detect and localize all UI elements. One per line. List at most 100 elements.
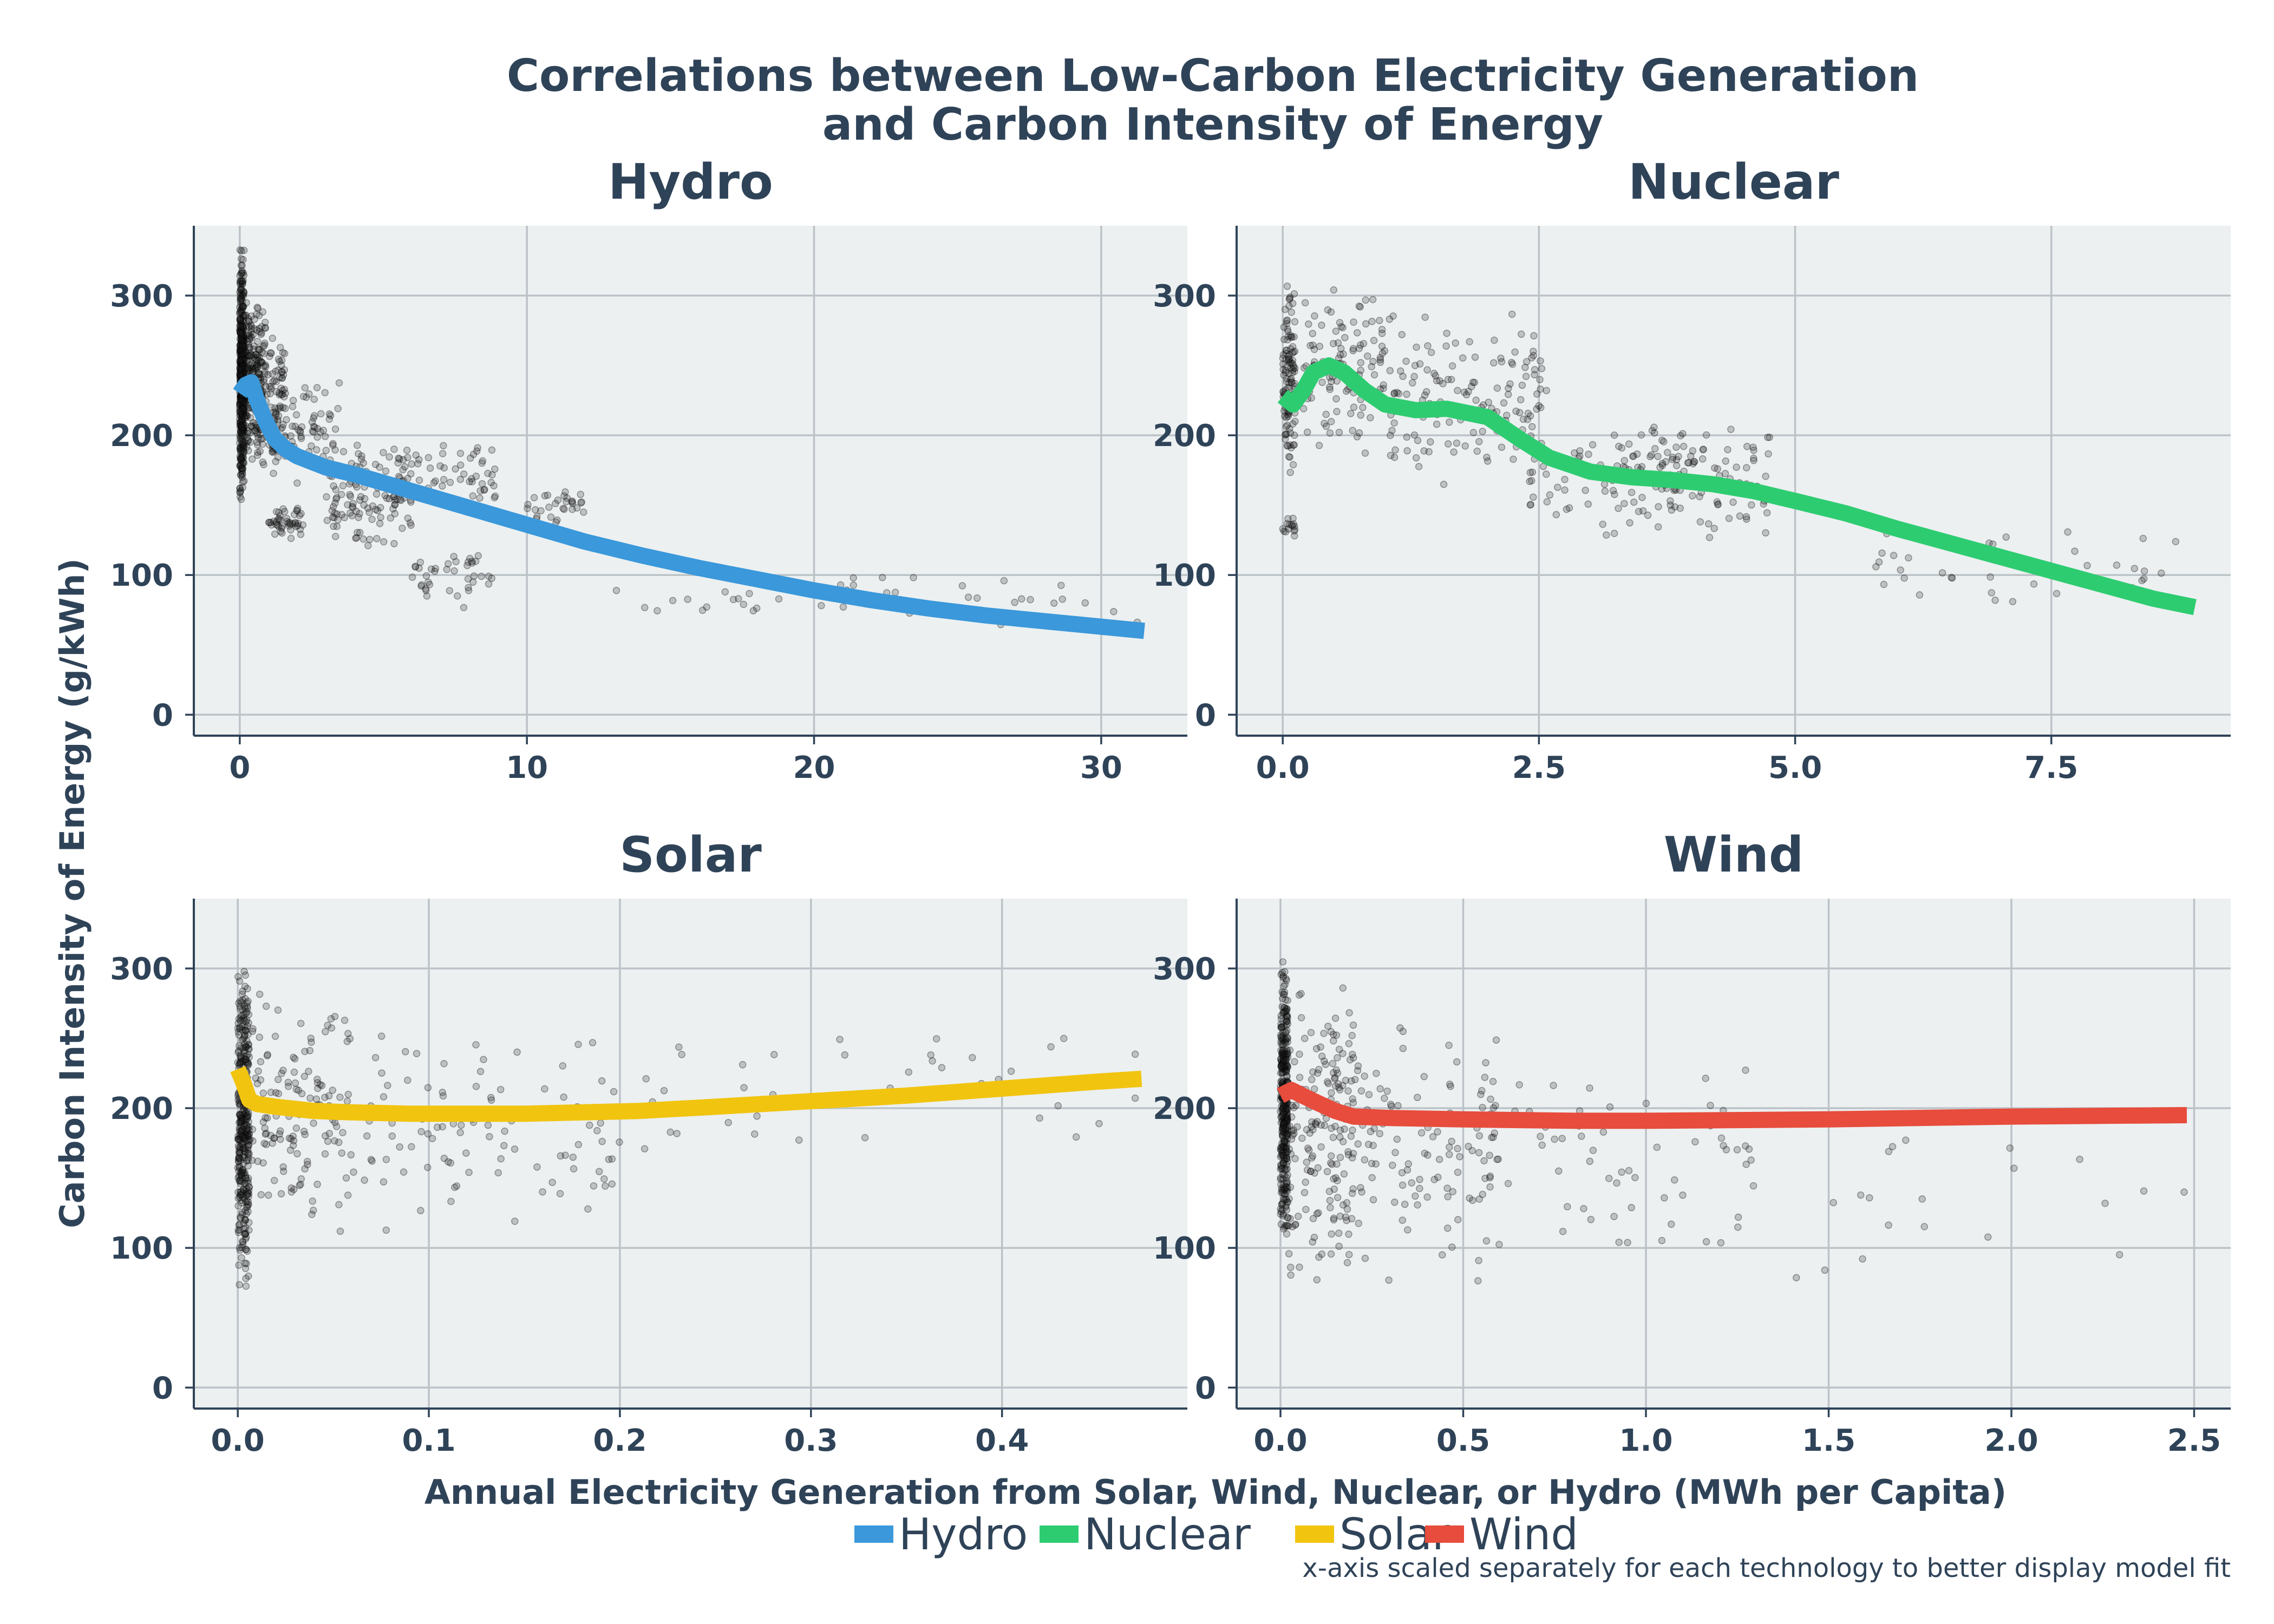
scatter-point [238, 1191, 246, 1199]
scatter-point [1335, 1084, 1343, 1091]
scatter-point [1315, 1209, 1322, 1217]
scatter-point [1282, 1029, 1290, 1036]
scatter-point [1349, 1095, 1356, 1103]
x-tick-label: 5.0 [1768, 750, 1822, 785]
y-tick-label: 300 [110, 952, 173, 987]
legend-label: Hydro [899, 1509, 1028, 1560]
scatter-point [373, 535, 381, 542]
scatter-point [1642, 1099, 1650, 1108]
scatter-point [1486, 1173, 1494, 1180]
scatter-point [1277, 1020, 1285, 1028]
scatter-point [1465, 1143, 1472, 1150]
scatter-point [554, 496, 562, 504]
scatter-point [1511, 348, 1519, 356]
scatter-point [246, 1135, 254, 1143]
scatter-point [239, 402, 246, 410]
scatter-point [236, 328, 244, 336]
scatter-point [490, 482, 498, 490]
scatter-point [237, 363, 245, 371]
scatter-point [1651, 445, 1659, 453]
scatter-point [1714, 465, 1722, 473]
scatter-point [484, 1121, 492, 1129]
scatter-point [1306, 1129, 1314, 1137]
scatter-point [244, 1162, 252, 1170]
scatter-point [470, 572, 478, 580]
scatter-point [469, 450, 478, 458]
scatter-point [336, 1227, 344, 1235]
scatter-point [238, 320, 245, 328]
scatter-point [364, 542, 372, 549]
scatter-point [240, 427, 248, 435]
scatter-point [239, 401, 246, 409]
scatter-point [286, 1147, 295, 1154]
legend-item-nuclear: Nuclear [1040, 1509, 1251, 1560]
scatter-point [240, 288, 247, 296]
scatter-point [239, 256, 247, 264]
scatter-point [1343, 1216, 1350, 1224]
scatter-point [447, 1197, 455, 1206]
scatter-point [1421, 1149, 1429, 1157]
scatter-point [239, 397, 247, 404]
scatter-point [905, 1068, 913, 1076]
scatter-point [238, 297, 246, 305]
scatter-point [1361, 1254, 1369, 1262]
scatter-point [938, 1064, 946, 1072]
scatter-point [237, 487, 245, 495]
scatter-point [239, 335, 247, 342]
scatter-point [1585, 450, 1592, 458]
scatter-point [1749, 1182, 1757, 1190]
x-tick-label: 0.0 [1256, 750, 1310, 785]
scatter-point [239, 323, 247, 331]
scatter-point [1131, 1050, 1139, 1058]
scatter-point [238, 365, 246, 373]
scatter-point [1423, 366, 1431, 374]
scatter-point [236, 327, 244, 335]
scatter-point [253, 438, 261, 446]
scatter-point [1283, 283, 1291, 290]
scatter-point [1765, 450, 1772, 458]
scatter-point [249, 1025, 257, 1033]
scatter-point [238, 421, 246, 429]
scatter-point [236, 371, 244, 379]
scatter-point [234, 1049, 242, 1057]
scatter-point [1297, 1014, 1305, 1021]
scatter-point [238, 353, 246, 361]
scatter-point [1734, 1213, 1742, 1221]
scatter-point [342, 1174, 350, 1182]
scatter-point [1707, 1102, 1714, 1109]
scatter-point [238, 442, 246, 450]
scatter-point [1578, 1132, 1585, 1140]
x-tick-label: 0 [229, 750, 250, 785]
scatter-point [1733, 1146, 1741, 1154]
x-tick-label: 0.3 [784, 1423, 838, 1458]
scatter-point [1626, 519, 1633, 527]
scatter-point [654, 607, 661, 614]
scatter-point [382, 1156, 390, 1163]
scatter-point [1587, 1216, 1595, 1223]
scatter-point [239, 325, 247, 333]
scatter-point [237, 366, 245, 374]
scatter-point [1508, 358, 1515, 366]
scatter-point [238, 364, 245, 372]
scatter-point [238, 410, 245, 418]
scatter-point [1072, 1133, 1080, 1141]
scatter-point [240, 271, 248, 279]
scatter-point [1748, 501, 1755, 509]
scatter-point [262, 363, 270, 371]
scatter-point [239, 316, 247, 324]
scatter-point [237, 367, 245, 375]
scatter-point [330, 514, 338, 521]
x-tick-label: 30 [1080, 750, 1122, 785]
scatter-point [541, 492, 549, 500]
scatter-point [271, 404, 279, 412]
scatter-point [239, 417, 246, 425]
scatter-point [243, 299, 250, 307]
scatter-point [480, 1056, 487, 1063]
scatter-point [371, 1053, 380, 1062]
scatter-point [463, 561, 471, 569]
scatter-point [356, 529, 364, 536]
scatter-point [237, 455, 244, 463]
scatter-point [368, 515, 376, 523]
scatter-point [237, 368, 245, 376]
scatter-point [237, 297, 244, 304]
